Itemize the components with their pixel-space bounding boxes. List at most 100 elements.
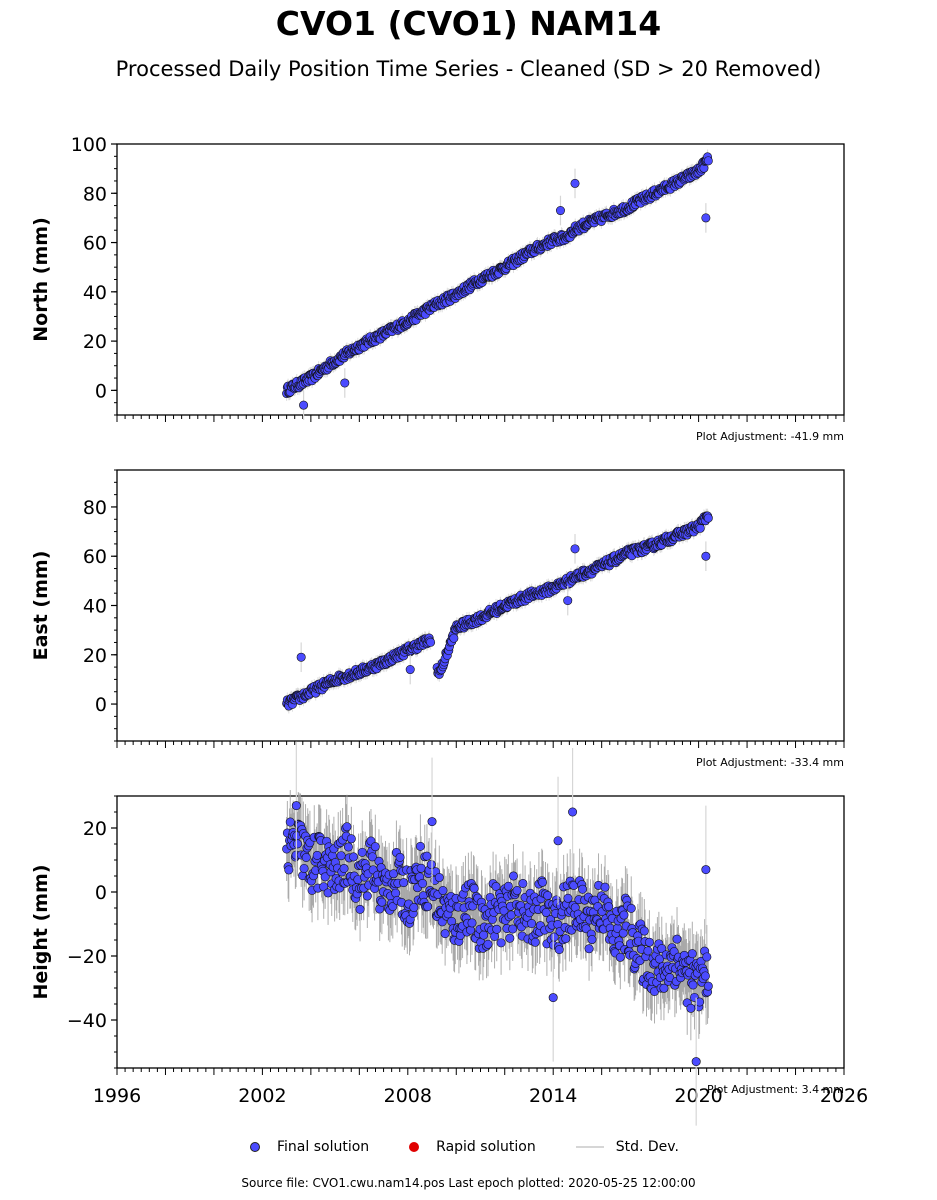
data-point [391,888,401,898]
data-point [695,523,705,533]
legend-std-label: Std. Dev. [615,1139,679,1155]
outlier-point [299,400,309,410]
data-point [479,930,489,940]
data-point [496,938,506,948]
y-tick-label: 60 [83,233,107,255]
data-point [518,878,528,888]
chart-title: CVO1 (CVO1) NAM14 [275,4,662,43]
y-tick-label: 20 [83,645,107,667]
y-tick-label: 80 [83,497,107,519]
data-point [672,934,682,944]
x-tick-label: 2008 [384,1085,432,1107]
data-point [312,850,322,860]
outlier-point [570,544,580,554]
data-point [409,902,419,912]
data-point [434,873,444,883]
data-point [703,981,713,991]
data-point [659,983,669,993]
data-point [320,872,330,882]
y-tick-label: 20 [83,818,107,840]
data-point [399,878,409,888]
data-point [449,633,459,643]
y-tick-label: −40 [67,1010,107,1032]
chart-subtitle: Processed Daily Position Time Series - C… [115,57,822,81]
data-point [469,883,479,893]
data-point [561,934,571,944]
data-point [626,903,636,913]
outlier-point [701,213,711,223]
data-point [619,910,629,920]
std-dev-line-icon [575,1146,604,1148]
data-point [527,919,537,929]
outlier-point [405,665,415,675]
data-point [584,944,594,954]
data-point [355,904,365,914]
data-point [644,937,654,947]
axes-frame [116,469,845,742]
data-point [615,952,625,962]
data-point [687,949,697,959]
data-point [702,952,712,962]
data-point [339,863,349,873]
x-tick-label: 2014 [529,1085,577,1107]
data-point [349,852,359,862]
x-tick-label: 2020 [674,1085,722,1107]
data-point [438,886,448,896]
data-point [549,932,559,942]
data-point [700,971,710,981]
legend-rapid: Rapid solution [409,1139,536,1155]
data-point [492,924,502,934]
data-point [284,865,294,875]
outlier-point [570,178,580,188]
y-axis-label: Height (mm) [30,864,52,999]
outlier-point [548,993,558,1003]
data-point [600,882,610,892]
data-point [285,817,295,827]
data-point [686,1003,696,1013]
y-axis-label: East (mm) [30,551,52,661]
data-point [543,891,553,901]
data-point [695,997,705,1007]
outlier-point [291,801,301,811]
data-point [688,980,698,990]
data-point [703,156,713,166]
data-point [639,926,649,936]
data-point [370,842,380,852]
plot-adjustment: Plot Adjustment: -41.9 mm [696,430,844,443]
y-tick-label: 20 [83,331,107,353]
data-point [423,902,433,912]
data-point [388,902,398,912]
outlier-point [563,596,573,606]
data-point [505,933,515,943]
data-point [346,834,356,844]
y-tick-label: 40 [83,596,107,618]
data-point [418,878,428,888]
x-tick-label: 1996 [93,1085,141,1107]
outlier-point [691,1057,701,1067]
outlier-point [427,817,437,827]
outlier-point [555,206,565,216]
legend-std: Std. Dev. [575,1139,679,1155]
data-point [657,944,667,954]
x-tick-label: 2002 [238,1085,286,1107]
y-axis-label: North (mm) [30,217,52,342]
data-point [563,893,573,903]
data-point [491,881,501,891]
y-tick-label: 40 [83,282,107,304]
x-tick-label: 2026 [820,1085,868,1107]
data-point [357,847,367,857]
legend-final: Final solution [250,1139,369,1155]
source-footer: Source file: CVO1.cwu.nam14.pos Last epo… [241,1176,696,1190]
y-tick-label: 0 [95,694,107,716]
data-point [362,891,372,901]
data-point [467,918,477,928]
y-tick-label: 0 [95,380,107,402]
legend: Final solution Rapid solution Std. Dev. [250,1137,719,1157]
data-point [415,841,425,851]
data-point [301,852,311,862]
y-tick-label: 0 [95,882,107,904]
data-point [343,842,353,852]
data-point [422,851,432,861]
data-point [604,902,614,912]
